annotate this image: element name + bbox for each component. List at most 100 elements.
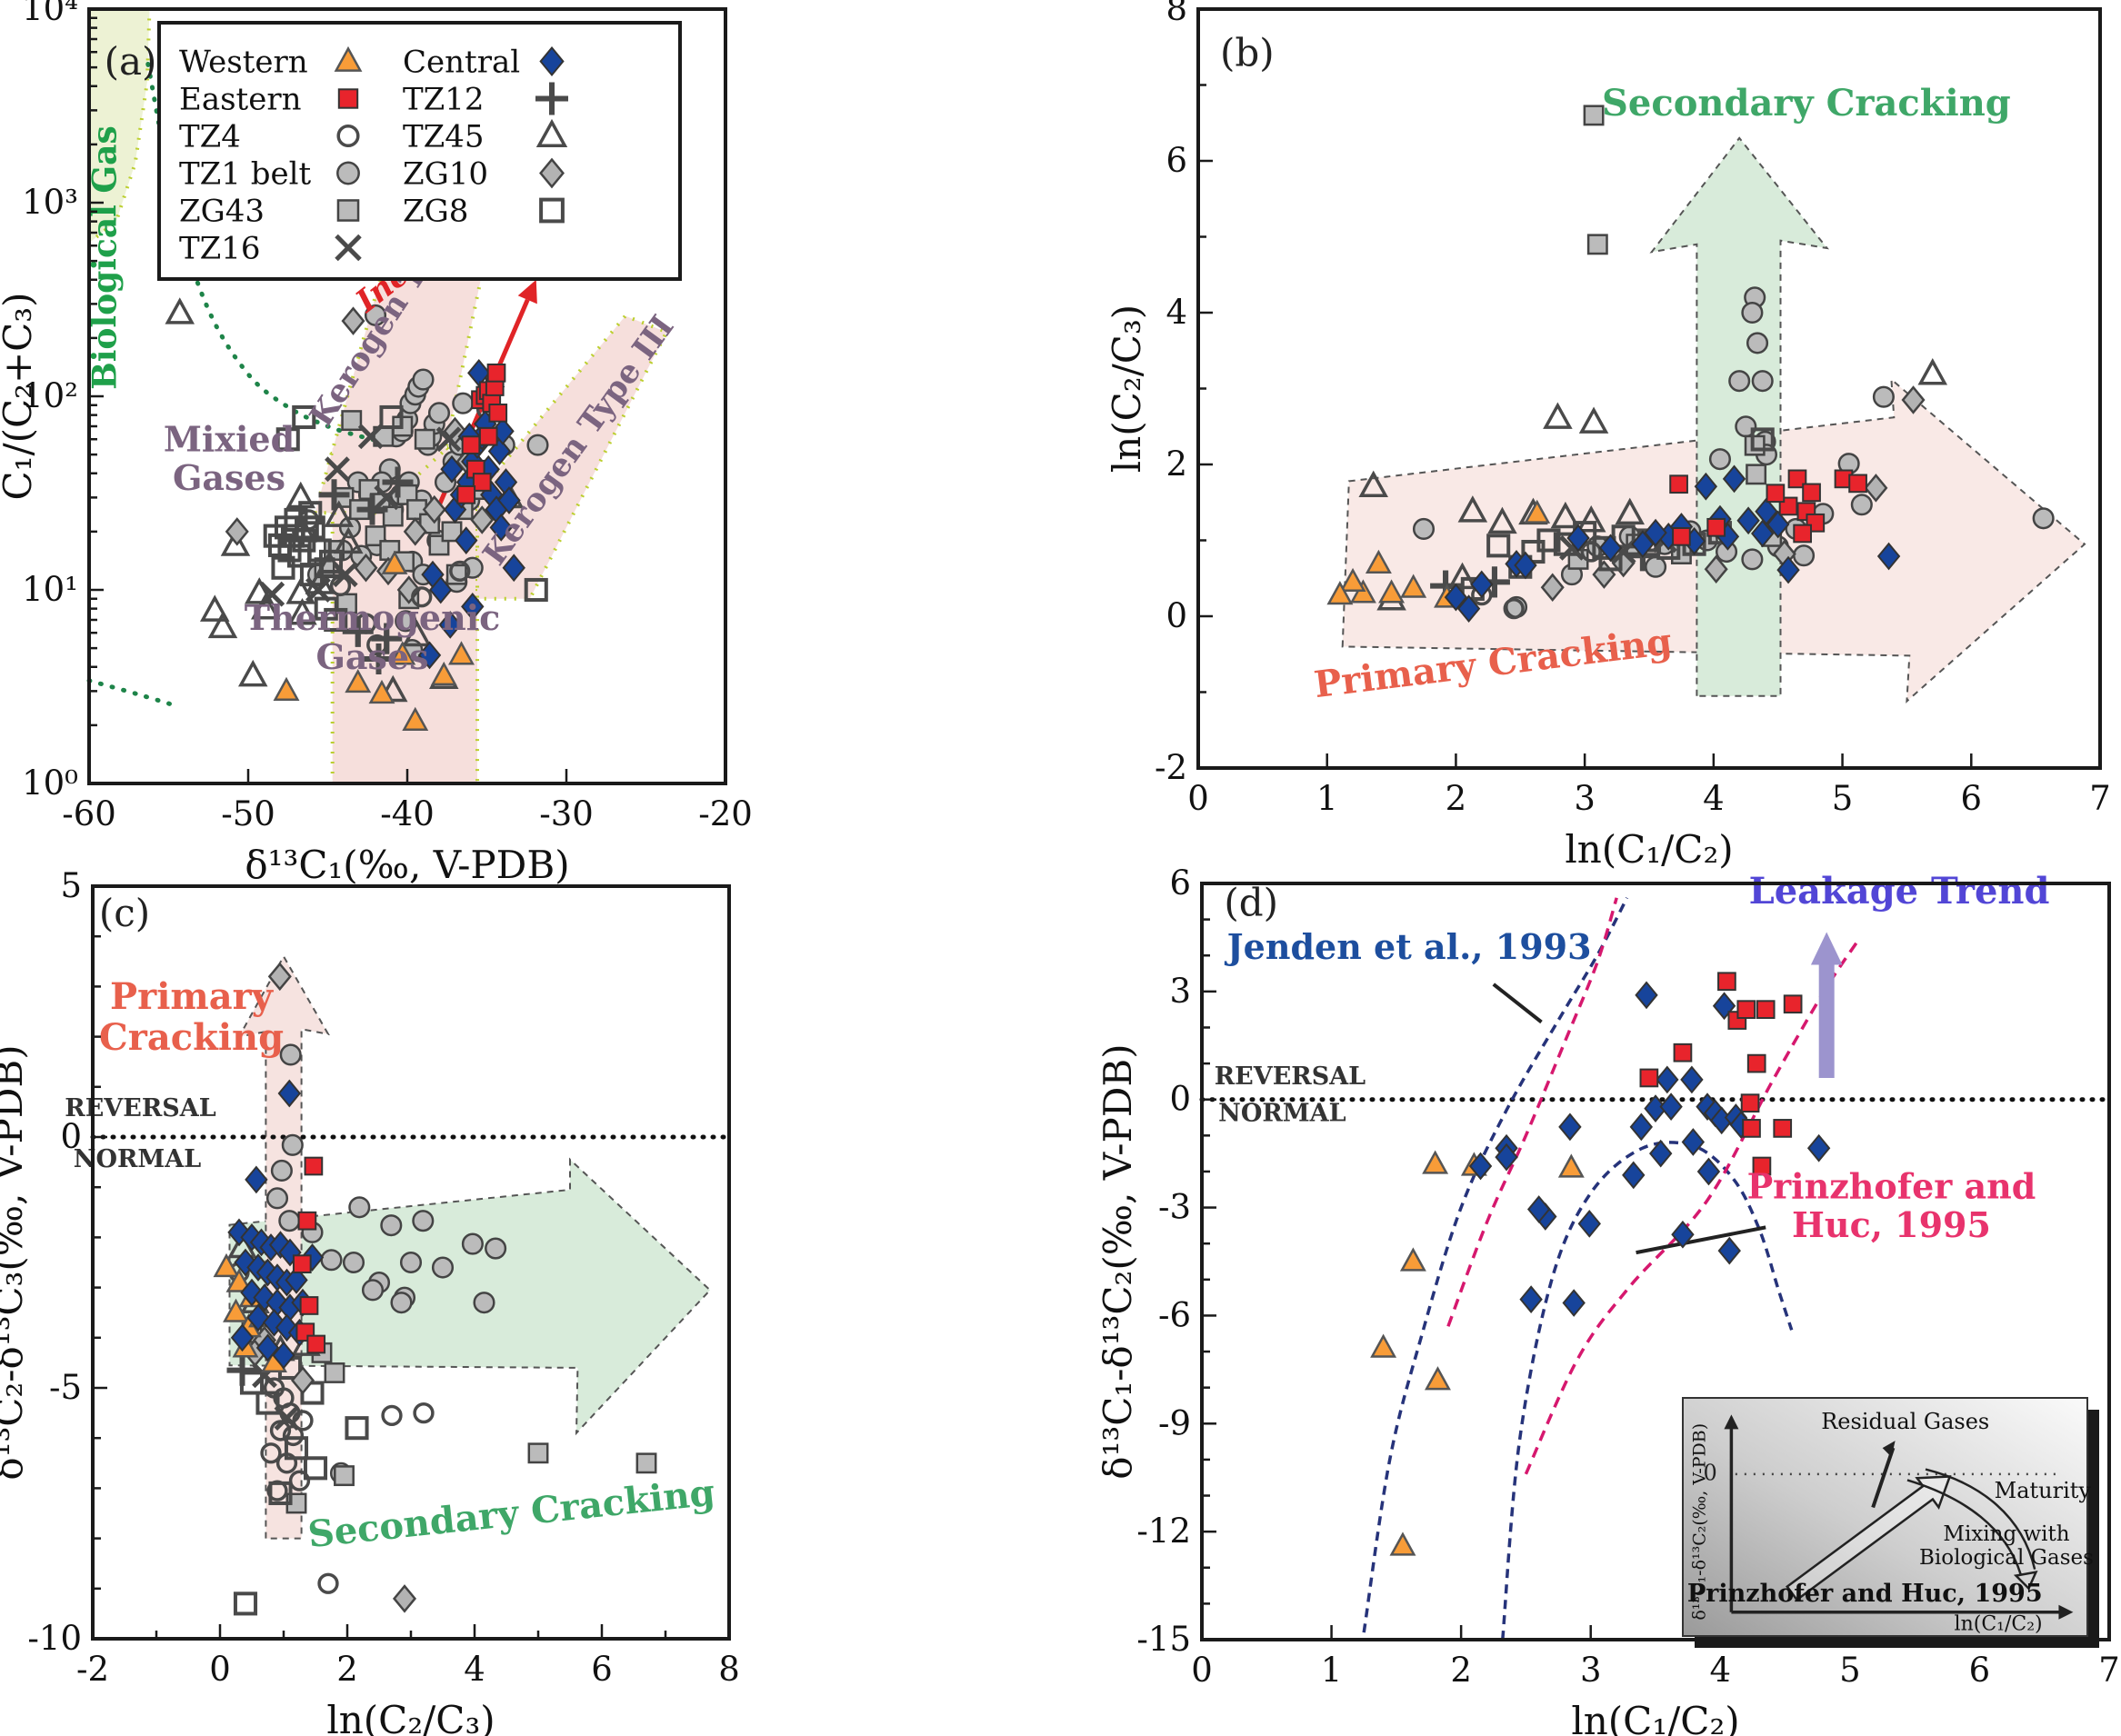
svg-text:7: 7 — [2098, 1651, 2120, 1690]
legend-label-western: Western — [179, 45, 308, 81]
annotation: (d) — [1224, 881, 1278, 925]
ylabel-c: δ¹³C₂-δ¹³C₃(‰, V-PDB) — [0, 1044, 31, 1480]
arrow-d — [1810, 932, 1843, 1078]
svg-text:2: 2 — [336, 1650, 358, 1689]
inset-ylabel: δ¹³C₁-δ¹³C₂(‰, V-PDB) — [1689, 1423, 1709, 1621]
inset-mixing: Mixing with Biological Gases — [1919, 1522, 2094, 1570]
series-central — [1468, 981, 1831, 1317]
xlabel-c: ln(C₂/C₃) — [326, 1698, 495, 1736]
series-tz12 — [318, 466, 414, 674]
annotation: Biological Gas — [86, 125, 125, 389]
annotation: NORMAL — [74, 1145, 201, 1173]
inset-prinzhofer-diagram: 0 Residual Gases Maturity Mixing with Biolog… — [1682, 1397, 2099, 1648]
ticks-a — [87, 7, 727, 785]
annotation: Secondary Cracking — [1602, 82, 2011, 125]
svg-text:Secondary Cracking: Secondary Cracking — [1602, 82, 2011, 125]
legend-label-zg43: ZG43 — [179, 194, 265, 230]
svg-text:8: 8 — [1166, 0, 1187, 28]
series-western — [273, 550, 475, 731]
svg-text:(a): (a) — [105, 39, 157, 84]
annotation: (a) — [105, 39, 157, 84]
xlabel-b: ln(C₁/C₂) — [1565, 827, 1733, 872]
svg-text:Leakage Trend: Leakage Trend — [1749, 870, 2050, 913]
svg-text:Secondary Cracking: Secondary Cracking — [305, 1471, 716, 1556]
svg-text:-60: -60 — [62, 794, 116, 833]
svg-text:5: 5 — [1832, 779, 1854, 818]
ylabel-b: ln(C₂/C₃) — [1105, 304, 1149, 473]
svg-text:-50: -50 — [221, 794, 275, 833]
svg-text:10¹: 10¹ — [22, 570, 78, 609]
svg-text:REVERSAL: REVERSAL — [65, 1094, 215, 1122]
legend-label-central: Central — [403, 45, 520, 81]
legend-label-zg10: ZG10 — [403, 156, 488, 193]
svg-text:REVERSAL: REVERSAL — [1215, 1063, 1366, 1091]
svg-text:Jenden et al., 1993: Jenden et al., 1993 — [1225, 926, 1592, 967]
series-eastern — [456, 363, 508, 504]
legend-label-eastern: Eastern — [179, 82, 301, 118]
svg-text:0: 0 — [1169, 1080, 1191, 1119]
svg-text:4: 4 — [464, 1650, 485, 1689]
svg-text:-9: -9 — [1158, 1403, 1191, 1442]
xlabel-a: δ¹³C₁(‰, V-PDB) — [245, 843, 569, 887]
svg-text:-3: -3 — [1158, 1188, 1191, 1227]
svg-text:0: 0 — [60, 1117, 82, 1156]
series-tz16 — [259, 424, 462, 607]
legend-marker-zg10 — [539, 157, 565, 189]
annotation: Primary Cracking — [99, 975, 284, 1059]
panel-c: (c) Primary Cracking REVERSAL NORMAL Secondar… — [0, 866, 740, 1736]
series-eastern — [292, 1156, 326, 1354]
svg-text:4: 4 — [1703, 779, 1725, 818]
curve-d-1 — [1362, 897, 1629, 1633]
svg-text:-6: -6 — [1158, 1295, 1191, 1334]
svg-text:-12: -12 — [1136, 1512, 1191, 1551]
inset-reference: Prinzhofer and Huc, 1995 — [1687, 1580, 2043, 1608]
annotation: Secondary Cracking — [305, 1471, 716, 1556]
legend-label-tz1belt: TZ1 belt — [179, 156, 312, 193]
legend-marker-tz12 — [535, 82, 568, 115]
ticks-c — [91, 884, 731, 1641]
svg-text:10⁴: 10⁴ — [22, 0, 78, 28]
series-central — [1444, 464, 1901, 624]
svg-text:1: 1 — [1321, 1651, 1343, 1690]
svg-text:0: 0 — [1187, 779, 1209, 818]
legend-marker-zg8 — [539, 197, 565, 224]
svg-text:NORMAL: NORMAL — [74, 1145, 201, 1173]
legend-label-tz4: TZ4 — [179, 119, 241, 155]
annotation: REVERSAL — [65, 1094, 215, 1122]
legend-marker-central — [539, 45, 565, 77]
svg-text:3: 3 — [1574, 779, 1596, 818]
svg-text:6: 6 — [1961, 779, 1983, 818]
legend-label-tz12: TZ12 — [403, 82, 485, 118]
svg-text:8: 8 — [718, 1650, 740, 1689]
svg-text:6: 6 — [1969, 1651, 1991, 1690]
annotation: NORMAL — [1218, 1099, 1346, 1127]
svg-text:Biological Gas: Biological Gas — [86, 125, 125, 389]
plot-border-d — [1200, 882, 2111, 1641]
svg-text:0: 0 — [1191, 1651, 1213, 1690]
curve-d-5 — [1492, 983, 1543, 1024]
svg-text:10⁰: 10⁰ — [22, 763, 78, 803]
svg-text:0: 0 — [1166, 596, 1187, 635]
svg-text:0: 0 — [209, 1650, 231, 1689]
series-zg8 — [263, 404, 548, 633]
annotation: Leakage Trend — [1749, 870, 2050, 913]
series-tz4 — [1471, 541, 1602, 620]
legend-marker-tz45 — [535, 118, 568, 148]
svg-text:7: 7 — [2089, 779, 2111, 818]
svg-text:-2: -2 — [76, 1650, 109, 1689]
annotation: REVERSAL — [1215, 1063, 1366, 1091]
annotation: (c) — [99, 891, 150, 935]
svg-text:10²: 10² — [22, 376, 78, 415]
svg-text:3: 3 — [1580, 1651, 1602, 1690]
annotation: (b) — [1220, 31, 1275, 75]
tick-labels-d: 0 1 2 3 4 5 6 7 6 3 0 -3 -6 -9 -12 -15 — [1136, 863, 2119, 1690]
ylabel-a: C₁/(C₂+C₃) — [0, 292, 40, 500]
inset-residual-gases: Residual Gases — [1821, 1409, 1989, 1434]
legend-marker-tz1belt — [336, 161, 360, 185]
legend-marker-tz16 — [335, 234, 362, 262]
svg-text:-2: -2 — [1155, 748, 1187, 787]
legend-marker-zg43 — [336, 199, 360, 222]
